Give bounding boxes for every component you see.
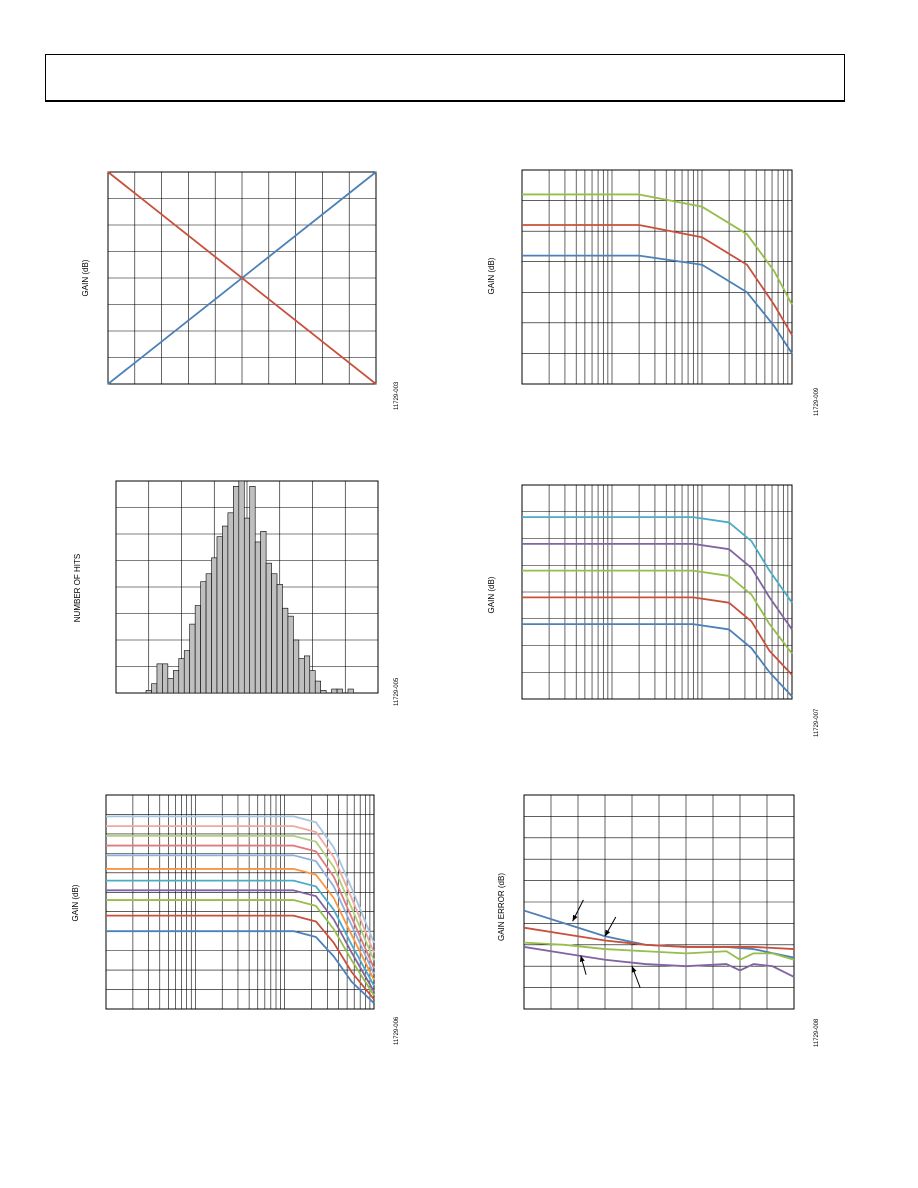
page-header-box — [45, 54, 845, 102]
histogram-bar — [320, 690, 327, 694]
plot-area — [115, 480, 379, 694]
histogram-bar — [271, 573, 278, 694]
histogram-bar — [205, 573, 212, 694]
series-line-4 — [523, 946, 795, 978]
histogram-bar — [304, 655, 311, 694]
plot-frame — [107, 171, 377, 385]
y-axis-label: GAIN ERROR (dB) — [497, 873, 506, 941]
chart-gain-vs-frequency-multi-curves: GAIN (dB) 11729-006 — [60, 785, 400, 1055]
plot-frame — [521, 484, 793, 700]
series-line-6 — [106, 868, 375, 981]
y-axis-label: GAIN (dB) — [487, 576, 496, 613]
chart-histogram-number-of-hits: NUMBER OF HITS 11729-005 — [60, 470, 400, 740]
histogram-bar — [309, 670, 316, 694]
histogram-bar — [227, 512, 234, 694]
annotation-arrow-head — [631, 966, 637, 973]
series-line-1 — [106, 815, 375, 944]
figure-id: 11729-003 — [394, 381, 400, 410]
series-line-3 — [522, 254, 793, 354]
plot-area — [107, 171, 377, 385]
plot-frame — [521, 169, 793, 385]
figure-id: 11729-009 — [814, 387, 820, 416]
histogram-bar — [173, 670, 180, 694]
chart-gain-error: GAIN ERROR (dB) 11729-008 — [470, 785, 840, 1055]
series-line-2 — [522, 224, 793, 336]
series-line-3 — [522, 569, 793, 655]
chart-5-svg: GAIN (dB) 11729-006 — [71, 794, 400, 1045]
series-line-2 — [107, 171, 377, 385]
series-line-2 — [522, 542, 793, 630]
chart-1-svg: GAIN (dB) 11729-003 — [81, 171, 400, 410]
histogram-bar — [336, 688, 343, 694]
histogram-bar — [162, 663, 169, 694]
series-line-3 — [106, 834, 375, 961]
annotation-arrow-head — [605, 929, 611, 937]
annotation-arrow-head — [579, 955, 585, 962]
histogram-bar — [282, 607, 289, 694]
histogram-bar — [183, 650, 190, 694]
histogram-bar — [276, 584, 283, 694]
series-line-10 — [106, 914, 375, 1000]
histogram-bar — [151, 683, 158, 694]
figure-id: 11729-008 — [814, 1018, 820, 1047]
histogram-bar — [216, 536, 223, 694]
chart-3-svg: NUMBER OF HITS 11729-005 — [73, 480, 400, 706]
histogram-bar — [254, 541, 261, 694]
series-line-11 — [106, 930, 375, 1004]
histogram-bar — [211, 557, 218, 694]
series-line-2 — [523, 926, 795, 950]
histogram-bar — [331, 688, 338, 694]
histogram-bar — [178, 658, 185, 694]
series-line-4 — [522, 596, 793, 676]
histogram-bar — [238, 480, 245, 694]
series-line-7 — [106, 879, 375, 987]
series-line-9 — [106, 899, 375, 996]
plot-area — [521, 484, 793, 700]
plot-area — [521, 169, 793, 385]
histogram-bar — [293, 639, 300, 694]
histogram-bar — [347, 688, 354, 694]
plot-frame — [523, 794, 795, 1010]
y-axis-label: NUMBER OF HITS — [73, 554, 82, 622]
figure-id: 11729-007 — [814, 708, 820, 737]
series-line-5 — [106, 854, 375, 975]
histogram-bar — [243, 517, 251, 694]
plot-frame — [105, 794, 375, 1010]
chart-gain-linear-crossover: GAIN (dB) 11729-003 — [60, 160, 400, 420]
chart-gain-vs-frequency-3-curves: GAIN (dB) 11729-009 — [470, 160, 840, 420]
series-line-5 — [522, 623, 793, 697]
histogram-bar — [200, 581, 207, 694]
plot-area — [105, 794, 375, 1010]
histogram-bar — [233, 485, 240, 694]
series-line-1 — [522, 193, 793, 305]
series-line-8 — [106, 889, 375, 992]
chart-2-svg: GAIN (dB) 11729-009 — [487, 169, 820, 416]
histogram-bar — [314, 680, 321, 694]
histogram-bar — [298, 658, 305, 694]
histogram-bar — [287, 615, 294, 694]
y-axis-label: GAIN (dB) — [71, 884, 80, 921]
histogram-bar — [189, 623, 196, 694]
annotation-arrow-head — [572, 914, 578, 922]
histogram-bar — [265, 562, 272, 694]
histogram-bar — [222, 525, 229, 694]
y-axis-label: GAIN (dB) — [487, 257, 496, 294]
series-line-2 — [106, 825, 375, 953]
series-line-1 — [522, 516, 793, 604]
chart-gain-vs-frequency-5-curves: GAIN (dB) 11729-007 — [470, 475, 840, 745]
histogram-bar — [194, 605, 201, 694]
series-line-3 — [523, 941, 795, 961]
histogram-bar — [145, 690, 152, 694]
figure-id: 11729-005 — [394, 677, 400, 706]
y-axis-label: GAIN (dB) — [81, 259, 90, 296]
chart-4-svg: GAIN (dB) 11729-007 — [487, 484, 820, 737]
figure-id: 11729-006 — [394, 1016, 400, 1045]
histogram-bar — [260, 531, 267, 694]
histogram-bar — [249, 485, 256, 694]
series-line-4 — [106, 844, 375, 969]
histogram-bar — [167, 678, 174, 694]
histogram-bar — [156, 663, 163, 694]
chart-6-svg: GAIN ERROR (dB) 11729-008 — [497, 794, 820, 1047]
plot-area — [523, 794, 795, 1010]
